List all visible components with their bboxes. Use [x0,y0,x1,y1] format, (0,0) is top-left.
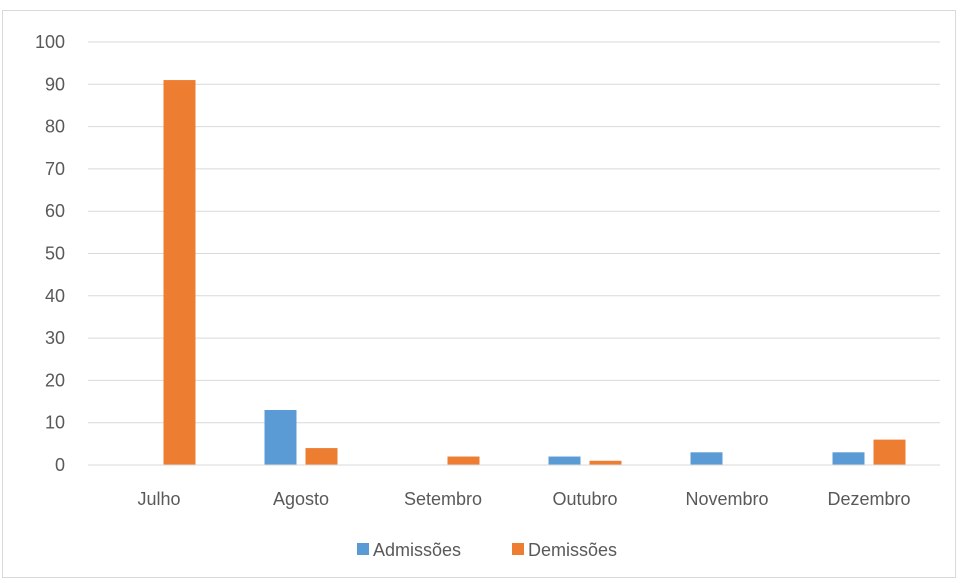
bar-demissões-dezembro [873,439,906,465]
y-tick-label: 90 [45,74,65,94]
y-tick-label: 100 [35,32,65,52]
x-tick-label: Dezembro [827,489,910,509]
y-tick-label: 80 [45,117,65,137]
y-axis-ticks: 0 10 20 30 40 50 60 70 80 90 100 [35,32,65,475]
x-tick-label: Novembro [685,489,768,509]
bars [163,80,906,465]
y-tick-label: 0 [55,455,65,475]
x-axis-ticks: Julho Agosto Setembro Outubro Novembro Dezemb… [137,489,910,509]
bar-admissões-agosto [264,410,297,465]
y-tick-label: 30 [45,328,65,348]
x-tick-label: Agosto [273,489,329,509]
legend[interactable]: Admissões Demissões [357,540,617,560]
legend-swatch [357,543,369,555]
y-tick-label: 60 [45,201,65,221]
y-tick-label: 40 [45,286,65,306]
y-tick-label: 70 [45,159,65,179]
bar-admissões-novembro [690,452,723,465]
legend-item[interactable]: Demissões [512,540,617,560]
x-tick-label: Outubro [552,489,617,509]
y-tick-label: 50 [45,244,65,264]
legend-item[interactable]: Admissões [357,540,461,560]
chart-frame [2,10,956,578]
bar-demissões-setembro [447,456,480,465]
bar-admissões-dezembro [832,452,865,465]
gridlines [88,41,940,424]
legend-swatch [512,543,524,555]
y-tick-label: 10 [45,413,65,433]
legend-label: Admissões [373,540,461,560]
x-tick-label: Setembro [404,489,482,509]
bar-demissões-outubro [589,460,622,465]
bar-demissões-julho [163,80,196,465]
x-tick-label: Julho [137,489,180,509]
legend-label: Demissões [528,540,617,560]
bar-demissões-agosto [305,448,338,465]
bar-admissões-outubro [548,456,581,465]
y-tick-label: 20 [45,370,65,390]
